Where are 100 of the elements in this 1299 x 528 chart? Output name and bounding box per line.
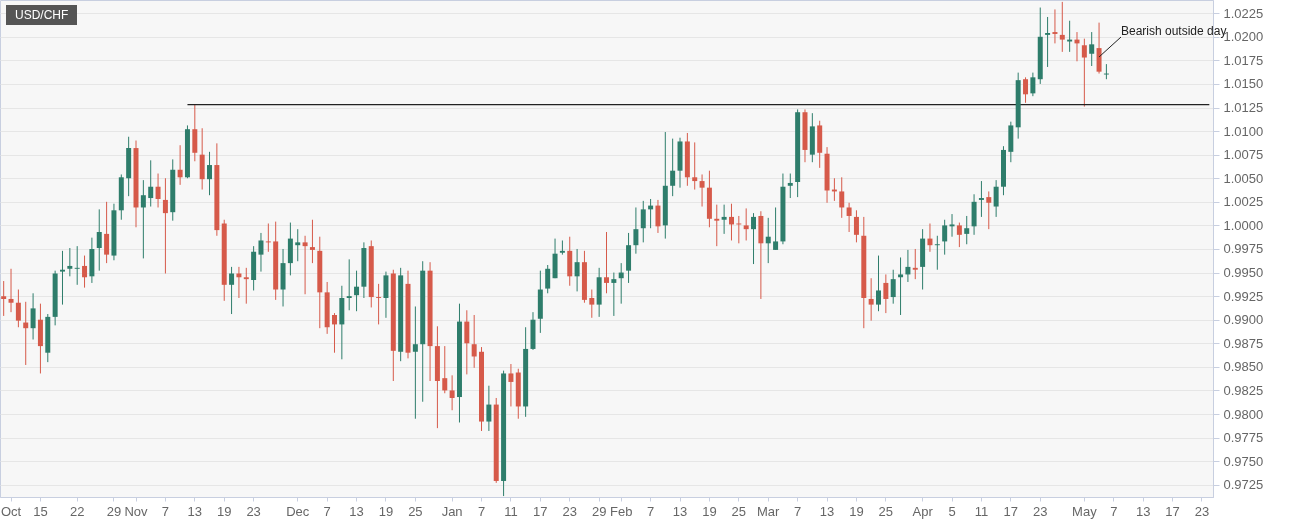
candlestick <box>265 223 271 253</box>
x-tick-label: 7 <box>646 503 655 519</box>
candlestick <box>1096 22 1102 75</box>
x-tick-label: 25 <box>408 503 423 519</box>
candlestick <box>229 266 235 315</box>
candlestick <box>699 173 705 208</box>
candlestick <box>978 180 984 218</box>
candlestick <box>574 248 580 292</box>
candlestick <box>236 266 242 299</box>
candlestick <box>692 141 698 191</box>
y-tick-label: 0.9725 <box>1223 477 1264 493</box>
x-tick-label: 17 <box>1165 503 1180 519</box>
candlestick <box>721 204 727 235</box>
candlestick <box>898 256 904 316</box>
candlestick <box>177 144 183 186</box>
candlestick <box>96 208 102 272</box>
candlestick <box>140 179 146 259</box>
candlestick <box>82 255 88 289</box>
x-tick-label: Feb <box>610 503 633 519</box>
x-tick-label: 19 <box>378 503 394 519</box>
candlestick <box>412 306 418 420</box>
candlestick <box>449 374 455 411</box>
candlestick <box>846 202 852 233</box>
y-tick-label: 0.9825 <box>1223 382 1264 398</box>
candlestick <box>545 264 551 294</box>
y-tick-label: 1.0025 <box>1223 194 1264 210</box>
text: USD/CHF <box>6 5 78 25</box>
y-tick-label: 1.0175 <box>1223 52 1264 68</box>
candlestick <box>155 173 161 208</box>
y-tick-label: 0.9925 <box>1223 288 1264 304</box>
candlestick <box>956 222 962 248</box>
x-tick-label: 7 <box>477 503 486 519</box>
x-tick-label: Dec <box>286 503 310 519</box>
candlestick <box>890 269 896 305</box>
candlestick <box>67 247 73 277</box>
candlestick <box>471 314 477 369</box>
candlestick <box>508 363 514 407</box>
x-tick-label: 15 <box>33 503 48 519</box>
candlestick <box>148 159 154 208</box>
y-tick-label: 1.0125 <box>1223 100 1264 116</box>
candlestick <box>633 206 639 255</box>
x-tick-label: Oct <box>0 503 22 519</box>
x-tick-label: 19 <box>702 503 717 519</box>
x-tick-label: 13 <box>349 503 364 519</box>
candlestick <box>559 239 565 256</box>
candlestick <box>611 272 617 317</box>
candlestick <box>1059 1 1065 53</box>
y-tick-label: 1.0225 <box>1223 5 1264 21</box>
candlestick <box>1030 72 1036 97</box>
candlestick <box>1 280 7 317</box>
x-tick-label: 5 <box>948 503 956 519</box>
candlestick <box>302 235 308 295</box>
candlestick <box>839 176 845 219</box>
candlestick <box>728 203 734 241</box>
y-tick-label: 1.0075 <box>1223 147 1264 163</box>
y-tick-label: 0.9950 <box>1223 265 1264 281</box>
x-tick-label: Jan <box>441 503 463 519</box>
x-tick-label: May <box>1072 503 1098 519</box>
candlestick <box>934 235 940 271</box>
candlestick <box>346 258 352 311</box>
candlestick <box>868 277 874 322</box>
x-tick-label: 19 <box>216 503 232 519</box>
candlestick <box>383 271 389 319</box>
x-tick-label: 13 <box>819 503 835 519</box>
x-tick-label: 7 <box>1110 503 1118 519</box>
x-tick-label: 7 <box>161 503 170 519</box>
x-tick-label: Nov <box>124 503 149 519</box>
candlestick <box>464 309 470 375</box>
x-tick-label: 7 <box>794 503 802 519</box>
candlestick <box>765 217 771 264</box>
y-tick-label: 0.9750 <box>1223 453 1264 469</box>
x-tick-label: 25 <box>878 503 894 519</box>
y-tick-label: 0.9900 <box>1223 312 1264 328</box>
candlestick <box>376 283 382 325</box>
candlestick <box>670 138 676 197</box>
candlestick <box>905 249 911 283</box>
y-tick-label: 1.0100 <box>1223 123 1264 139</box>
candlestick <box>787 173 793 199</box>
candlestick <box>74 245 80 286</box>
x-tick-label: 23 <box>246 503 261 519</box>
y-tick-label: 1.0000 <box>1223 217 1264 233</box>
candlestick <box>1089 31 1095 67</box>
candlestick <box>243 267 249 305</box>
candlestick <box>442 345 448 394</box>
candlestick <box>15 289 21 328</box>
y-tick-label: 0.9850 <box>1223 359 1264 375</box>
x-tick-label: 23 <box>1033 503 1048 519</box>
x-tick-label: 25 <box>731 503 747 519</box>
candlestick <box>912 248 918 280</box>
candlestick <box>1045 16 1051 68</box>
candlestick <box>853 209 859 243</box>
candlestick <box>1052 8 1058 44</box>
x-tick-label: 23 <box>1194 503 1210 519</box>
candlestick <box>883 273 889 314</box>
candlestick <box>59 250 65 306</box>
candlestick <box>927 223 933 253</box>
candlestick <box>986 190 992 230</box>
x-tick-label: 29 <box>106 503 122 519</box>
candlestick <box>993 179 999 218</box>
candlestick <box>192 104 198 162</box>
